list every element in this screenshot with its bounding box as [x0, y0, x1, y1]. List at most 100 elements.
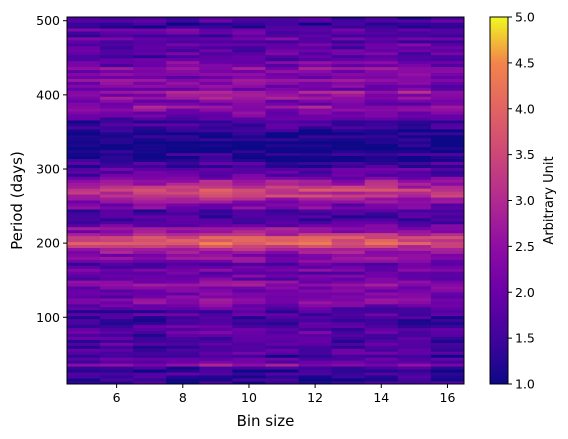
heatmap-cell	[265, 292, 299, 296]
heatmap-cell	[166, 188, 200, 192]
heatmap-cell	[364, 37, 399, 41]
heatmap-cell	[397, 37, 432, 41]
heatmap-cell	[232, 345, 266, 349]
heatmap-cell	[199, 247, 233, 251]
heatmap-cell	[265, 108, 299, 112]
heatmap-cell	[265, 318, 299, 323]
heatmap-cell	[67, 60, 101, 65]
heatmap-cell	[430, 229, 465, 234]
heatmap-cell	[232, 223, 266, 228]
heatmap-cell	[67, 51, 101, 56]
heatmap-cell	[199, 295, 233, 299]
heatmap-cell	[199, 226, 233, 231]
heatmap-cell	[100, 363, 134, 367]
heatmap-cell	[430, 173, 465, 177]
heatmap-cell	[232, 185, 266, 189]
heatmap-cell	[298, 375, 333, 379]
heatmap-cell	[232, 108, 266, 112]
heatmap-cell	[364, 108, 399, 112]
heatmap-cell	[331, 152, 366, 157]
heatmap-cell	[298, 342, 333, 346]
heatmap-cell	[298, 99, 333, 103]
heatmap-cell	[199, 262, 233, 266]
heatmap-cell	[133, 262, 167, 266]
heatmap-cell	[397, 22, 432, 26]
heatmap-cell	[430, 351, 465, 355]
heatmap-cell	[298, 22, 333, 26]
heatmap-cell	[67, 312, 101, 317]
heatmap-cell	[430, 303, 465, 308]
heatmap-cell	[430, 197, 465, 201]
heatmap-cell	[298, 191, 333, 195]
heatmap-cell	[166, 223, 200, 228]
heatmap-cell	[397, 274, 432, 278]
heatmap-cell	[265, 137, 299, 142]
heatmap-cell	[298, 194, 333, 198]
heatmap-cell	[100, 345, 134, 349]
heatmap-cell	[199, 105, 233, 109]
heatmap-cell	[166, 354, 200, 358]
heatmap-cell	[232, 298, 266, 302]
colorbar-tick-label: 3.0	[515, 193, 535, 208]
heatmap-cell	[100, 354, 134, 358]
heatmap-cell	[265, 131, 299, 136]
heatmap-cell	[133, 333, 167, 337]
heatmap-cell	[331, 324, 366, 329]
heatmap-cell	[430, 345, 465, 349]
heatmap-cell	[298, 289, 333, 293]
heatmap-cell	[199, 45, 233, 50]
heatmap-cell	[166, 66, 200, 71]
heatmap-cell	[331, 99, 366, 103]
heatmap-cell	[430, 306, 465, 311]
heatmap-cell	[430, 369, 465, 373]
heatmap-cell	[331, 274, 366, 278]
heatmap-cell	[100, 309, 134, 314]
heatmap-cell	[364, 149, 399, 154]
heatmap-cell	[133, 63, 167, 68]
heatmap-cell	[133, 108, 167, 112]
heatmap-cell	[331, 211, 366, 216]
y-axis-label: Period (days)	[8, 151, 26, 250]
heatmap-cell	[331, 315, 366, 320]
heatmap-cell	[232, 336, 266, 340]
heatmap-cell	[364, 93, 399, 97]
heatmap-cell	[364, 312, 399, 317]
heatmap-cell	[67, 108, 101, 112]
heatmap-cell	[199, 114, 233, 118]
heatmap-cell	[364, 75, 399, 79]
heatmap-cell	[100, 66, 134, 71]
heatmap-cell	[397, 131, 432, 136]
heatmap-cell	[331, 292, 366, 296]
heatmap-cell	[67, 72, 101, 76]
heatmap-cell	[364, 87, 399, 91]
heatmap-cell	[166, 146, 200, 151]
heatmap-cell	[67, 155, 101, 160]
heatmap-cell	[166, 120, 200, 124]
heatmap-cell	[199, 217, 233, 222]
heatmap-cell	[199, 253, 233, 257]
heatmap-cell	[430, 81, 465, 85]
heatmap-cell	[430, 99, 465, 103]
heatmap-cell	[298, 259, 333, 263]
heatmap-cell	[166, 286, 200, 290]
heatmap-cell	[133, 354, 167, 358]
colorbar-tick-label: 1.0	[515, 377, 535, 392]
heatmap-cell	[232, 39, 266, 44]
heatmap-cell	[430, 238, 465, 243]
heatmap-cell	[199, 286, 233, 290]
heatmap-cell	[133, 105, 167, 109]
heatmap-cell	[397, 372, 432, 376]
heatmap-cell	[100, 238, 134, 243]
heatmap-cell	[265, 197, 299, 201]
heatmap-cell	[67, 381, 101, 385]
heatmap-cell	[232, 342, 266, 346]
heatmap-cell	[133, 303, 167, 308]
heatmap-cell	[364, 90, 399, 94]
heatmap-cell	[298, 170, 333, 174]
heatmap-cell	[331, 143, 366, 148]
heatmap-cell	[232, 220, 266, 225]
heatmap-cell	[397, 229, 432, 234]
heatmap-cell	[298, 120, 333, 124]
heatmap-cell	[133, 197, 167, 201]
heatmap-cell	[100, 117, 134, 121]
